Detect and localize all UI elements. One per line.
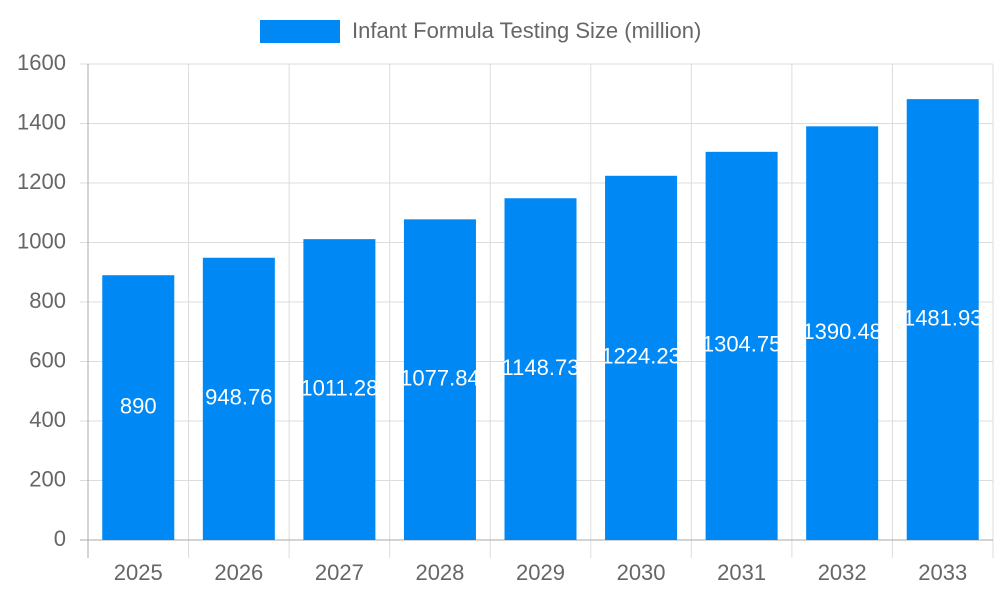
bar xyxy=(102,275,175,540)
bar xyxy=(403,219,476,541)
x-tick-label: 2029 xyxy=(516,560,565,585)
data-label: 1304.75 xyxy=(702,332,782,357)
data-label: 1011.28 xyxy=(300,375,378,400)
x-tick-label: 2031 xyxy=(717,560,766,585)
data-label: 948.76 xyxy=(205,385,272,410)
data-label: 1148.73 xyxy=(502,355,580,380)
x-tick-label: 2033 xyxy=(918,560,967,585)
y-tick-label: 600 xyxy=(29,347,66,372)
y-tick-label: 200 xyxy=(29,466,66,491)
bar xyxy=(906,99,979,540)
x-tick-label: 2025 xyxy=(114,560,163,585)
x-tick-label: 2032 xyxy=(818,560,867,585)
data-label: 1390.48 xyxy=(802,319,882,344)
x-tick-label: 2028 xyxy=(415,560,464,585)
y-tick-label: 1000 xyxy=(17,228,66,253)
data-label: 1077.84 xyxy=(400,365,480,390)
bar xyxy=(806,126,879,540)
x-tick-label: 2026 xyxy=(214,560,263,585)
data-label: 1224.23 xyxy=(601,344,681,369)
data-label: 890 xyxy=(120,393,157,418)
bar xyxy=(202,257,275,540)
legend-label: Infant Formula Testing Size (million) xyxy=(352,18,701,43)
y-tick-label: 1400 xyxy=(17,109,66,134)
bar xyxy=(303,239,376,540)
data-label: 1481.93 xyxy=(903,305,983,330)
y-tick-label: 400 xyxy=(29,407,66,432)
y-tick-label: 1600 xyxy=(17,50,66,75)
x-tick-label: 2030 xyxy=(617,560,666,585)
bar xyxy=(605,175,678,541)
bar xyxy=(504,198,577,541)
y-tick-label: 800 xyxy=(29,288,66,313)
legend-swatch xyxy=(260,20,340,43)
y-tick-label: 0 xyxy=(54,526,66,551)
x-tick-label: 2027 xyxy=(315,560,364,585)
y-tick-label: 1200 xyxy=(17,169,66,194)
bar xyxy=(705,151,778,541)
